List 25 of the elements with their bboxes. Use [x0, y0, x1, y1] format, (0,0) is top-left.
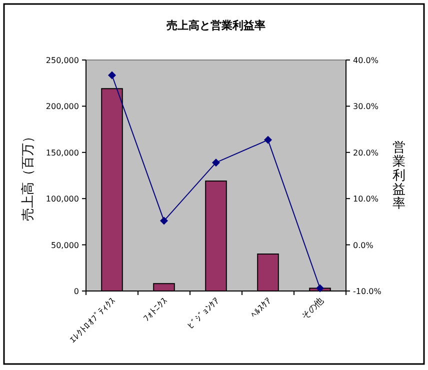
point	[108, 71, 116, 80]
y2-tick-label: 10.0%	[353, 194, 379, 204]
y2-tick-label: 0.0%	[353, 240, 374, 250]
point	[264, 136, 272, 144]
x-tick-label: ｴﾚｸﾄﾛｵﾌﾟﾃｨｸｽ	[68, 295, 118, 346]
x-tick-label: ﾋﾞｼﾞｮﾝｹｱ	[186, 295, 222, 332]
y-tick-label: 200,000	[46, 102, 79, 112]
point	[212, 158, 220, 167]
y2-tick-label: 20.0%	[353, 148, 379, 158]
y-tick-label: 250,000	[46, 56, 79, 65]
y-tick-label: 50,000	[51, 240, 79, 250]
x-tick-label: その他	[299, 295, 326, 322]
point	[160, 216, 168, 225]
y-tick-label: 100,000	[46, 194, 79, 204]
y2-tick-label: 40.0%	[353, 56, 379, 65]
y-axis-title: 売上高（百万）	[20, 130, 36, 221]
y2-tick-label: -10.0%	[353, 287, 382, 296]
chart-title: 売上高と営業利益率	[166, 19, 266, 32]
x-tick-label: ﾍﾙｽｹｱ	[249, 296, 274, 321]
y-tick-label: 150,000	[46, 148, 79, 158]
x-tick-label: ﾌｫﾄﾆｸｽ	[141, 295, 170, 324]
point	[316, 284, 324, 292]
y2-axis-title: 営業利益率	[392, 140, 406, 212]
y-tick-label: 0	[74, 287, 79, 296]
y2-tick-label: 30.0%	[353, 102, 379, 112]
